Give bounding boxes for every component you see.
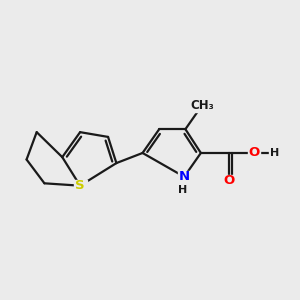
Bar [248, 147, 260, 159]
Bar [178, 171, 191, 183]
Text: O: O [249, 146, 260, 160]
Bar [74, 180, 87, 192]
Bar [223, 175, 235, 187]
Text: S: S [75, 179, 85, 192]
Text: H: H [270, 148, 279, 158]
Bar [178, 184, 188, 195]
Bar [191, 99, 213, 112]
Text: H: H [178, 185, 188, 195]
Text: CH₃: CH₃ [190, 99, 214, 112]
Text: O: O [223, 174, 234, 188]
Text: N: N [178, 170, 190, 183]
Bar [269, 148, 280, 158]
